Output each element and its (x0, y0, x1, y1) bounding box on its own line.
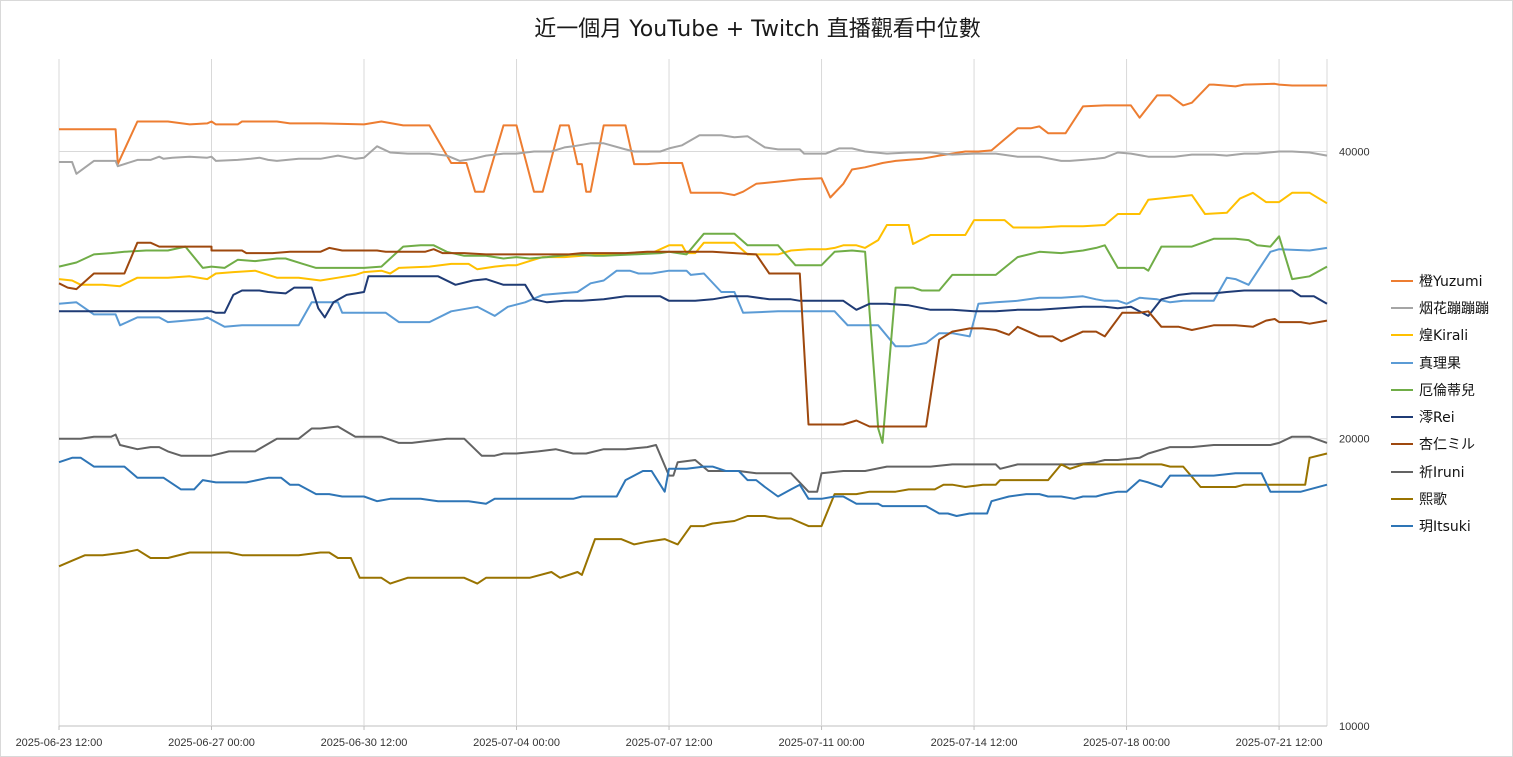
legend: 橙Yuzumi 烟花蹦蹦蹦煌Kirali 真理果厄倫蒂兒澪Rei 杏仁ミル祈Iruni… (1391, 267, 1511, 540)
series-line-6 (58, 241, 1328, 428)
chart-title: 近一個月 YouTube + Twitch 直播觀看中位數 (534, 17, 981, 42)
legend-label: 烟花蹦蹦蹦 (1419, 300, 1489, 317)
y-tick-label: 20000 (1339, 434, 1370, 446)
legend-item: 橙Yuzumi (1391, 267, 1511, 294)
grid-lines (58, 59, 1328, 730)
legend-swatch (1391, 334, 1413, 337)
legend-label: 煌Kirali (1419, 328, 1469, 345)
x-tick-label: 2025-06-30 12:00 (321, 737, 408, 749)
series-line-8 (58, 452, 1328, 585)
legend-swatch (1391, 388, 1413, 391)
legend-swatch (1391, 498, 1413, 501)
legend-label: 澪Rei (1419, 410, 1455, 427)
series-line-0 (59, 82, 1327, 199)
y-axis-tick-labels: 40000 20000 10000 (1339, 146, 1370, 733)
legend-item: 玥Itsuki (1391, 513, 1511, 540)
x-tick-label: 2025-07-04 00:00 (473, 737, 560, 749)
legend-item: 烟花蹦蹦蹦 (1391, 294, 1511, 321)
x-axis-tick-labels: 2025-06-23 12:00 2025-06-27 00:00 2025-06-… (16, 737, 1323, 749)
legend-item: 煌Kirali (1391, 322, 1511, 349)
x-tick-label: 2025-07-21 12:00 (1236, 737, 1323, 749)
legend-swatch (1391, 306, 1413, 309)
series-line-5 (59, 275, 1328, 319)
legend-label: 真理果 (1419, 355, 1461, 372)
legend-label: 玥Itsuki (1419, 519, 1471, 536)
legend-item: 厄倫蒂兒 (1391, 376, 1511, 403)
series-line-7 (59, 425, 1328, 493)
x-tick-label: 2025-07-07 12:00 (626, 737, 713, 749)
legend-item: 真理果 (1391, 349, 1511, 376)
legend-label: 橙Yuzumi (1419, 273, 1483, 290)
legend-swatch (1391, 279, 1413, 282)
legend-label: 熙歌 (1419, 492, 1447, 509)
series-line-2 (58, 191, 1328, 288)
x-tick-label: 2025-06-27 00:00 (168, 737, 255, 749)
legend-label: 厄倫蒂兒 (1419, 382, 1475, 399)
series-line-1 (59, 134, 1328, 175)
x-tick-label: 2025-06-23 12:00 (16, 737, 103, 749)
legend-swatch (1391, 416, 1413, 419)
x-tick-label: 2025-07-11 00:00 (779, 737, 865, 749)
x-tick-label: 2025-07-14 12:00 (931, 737, 1018, 749)
series-line-4 (58, 232, 1328, 444)
series-line-3 (58, 246, 1328, 348)
legend-item: 熙歌 (1391, 485, 1511, 512)
series-line-9 (58, 456, 1328, 517)
legend-swatch (1391, 525, 1413, 528)
legend-swatch (1391, 443, 1413, 446)
legend-swatch (1391, 470, 1413, 473)
legend-label: 杏仁ミル (1419, 437, 1475, 454)
series-lines (58, 82, 1328, 585)
y-tick-label: 40000 (1339, 146, 1370, 158)
legend-item: 祈Iruni (1391, 458, 1511, 485)
legend-item: 澪Rei (1391, 403, 1511, 430)
y-tick-label: 10000 (1339, 721, 1370, 733)
legend-label: 祈Iruni (1419, 464, 1465, 481)
legend-item: 杏仁ミル (1391, 431, 1511, 458)
legend-swatch (1391, 361, 1413, 364)
x-tick-label: 2025-07-18 00:00 (1083, 737, 1170, 749)
